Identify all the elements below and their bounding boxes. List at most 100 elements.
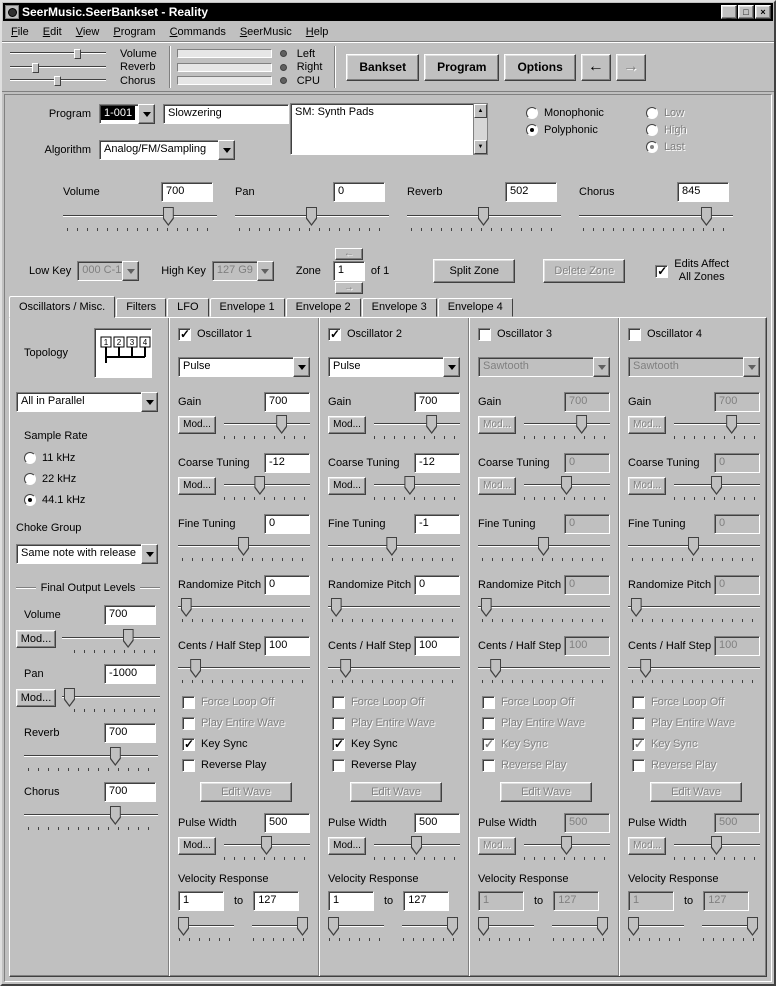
- combo-dropdown-icon[interactable]: [218, 140, 235, 160]
- slider-thumb[interactable]: [411, 836, 422, 855]
- back-arrow-button[interactable]: ←: [580, 53, 611, 81]
- slider-thumb[interactable]: [726, 415, 738, 434]
- oscillator-enable-checkbox[interactable]: Oscillator 4: [628, 328, 760, 341]
- monophonic-radio[interactable]: Monophonic: [526, 107, 604, 119]
- slider-thumb[interactable]: [386, 537, 398, 556]
- slider-thumb[interactable]: [404, 476, 416, 495]
- velocity-high-slider[interactable]: [702, 917, 758, 936]
- reverse-play-checkbox[interactable]: Reverse Play: [482, 759, 610, 772]
- chorus-slider[interactable]: [579, 207, 733, 226]
- slider-thumb[interactable]: [63, 688, 75, 707]
- slider-thumb[interactable]: [261, 836, 272, 855]
- randomize-pitch-slider[interactable]: [628, 598, 760, 617]
- pulse-width-input[interactable]: 500: [414, 813, 460, 833]
- volume-slider[interactable]: [63, 207, 217, 226]
- split-zone-button[interactable]: Split Zone: [433, 259, 516, 283]
- scroll-up-icon[interactable]: ▲: [474, 104, 487, 118]
- gain-mod-button[interactable]: Mod...: [328, 415, 366, 434]
- tab-envelope-1[interactable]: Envelope 1: [209, 298, 285, 317]
- oscillator-enable-checkbox[interactable]: Oscillator 2: [328, 327, 460, 341]
- master-volume-slider[interactable]: [10, 48, 106, 59]
- slider-thumb[interactable]: [490, 659, 502, 678]
- minimize-button[interactable]: _: [721, 5, 737, 19]
- slider-thumb[interactable]: [576, 415, 588, 434]
- reverse-play-checkbox[interactable]: Reverse Play: [632, 759, 760, 772]
- coarse-tuning-slider[interactable]: [224, 476, 310, 495]
- slider-thumb[interactable]: [447, 917, 458, 936]
- cents-per-half-step-slider[interactable]: [478, 659, 610, 678]
- slider-thumb[interactable]: [178, 917, 189, 936]
- chorus-input[interactable]: 845: [677, 182, 729, 202]
- cents-per-half-step-input[interactable]: 100: [414, 636, 460, 656]
- randomize-pitch-input[interactable]: 0: [564, 575, 610, 595]
- fine-tuning-slider[interactable]: [628, 537, 760, 556]
- checkbox-check-icon[interactable]: [332, 737, 345, 751]
- velocity-high-slider[interactable]: [252, 917, 308, 936]
- slider-thumb[interactable]: [478, 207, 489, 226]
- sample-rate-11khz-radio[interactable]: 11 kHz: [24, 452, 160, 464]
- coarse-tuning-input[interactable]: 0: [714, 453, 760, 473]
- slider-thumb[interactable]: [122, 629, 134, 648]
- coarse-tuning-mod-button[interactable]: Mod...: [328, 476, 366, 495]
- pan-slider[interactable]: [235, 207, 389, 226]
- randomize-pitch-input[interactable]: 0: [414, 575, 460, 595]
- gain-input[interactable]: 700: [714, 392, 760, 412]
- velocity-high-slider[interactable]: [552, 917, 608, 936]
- slider-thumb[interactable]: [238, 537, 249, 556]
- pulse-width-slider[interactable]: [674, 836, 760, 855]
- master-chorus-slider[interactable]: [10, 75, 106, 86]
- checkbox-check-icon[interactable]: [632, 759, 645, 772]
- description-scrollbar[interactable]: ▲ ▼: [473, 103, 488, 155]
- pulse-width-mod-button[interactable]: Mod...: [328, 836, 366, 855]
- pulse-width-mod-button[interactable]: Mod...: [178, 836, 216, 855]
- combo-dropdown-icon[interactable]: [443, 357, 460, 377]
- algorithm-combo[interactable]: Analog/FM/Sampling: [99, 140, 235, 160]
- velocity-high-input[interactable]: 127: [553, 891, 600, 911]
- velocity-low-slider[interactable]: [178, 917, 234, 936]
- output-volume-mod-button[interactable]: Mod...: [16, 629, 56, 648]
- slider-thumb[interactable]: [630, 598, 642, 617]
- waveform-combo[interactable]: Sawtooth: [628, 357, 760, 377]
- close-button[interactable]: ×: [755, 5, 771, 19]
- output-reverb-slider[interactable]: [24, 747, 158, 766]
- output-reverb-input[interactable]: 700: [104, 723, 156, 743]
- coarse-tuning-input[interactable]: -12: [264, 453, 310, 473]
- velocity-high-slider[interactable]: [402, 917, 458, 936]
- pulse-width-input[interactable]: 500: [714, 813, 760, 833]
- checkbox-check-icon[interactable]: [632, 737, 645, 751]
- checkbox-check-icon[interactable]: [182, 759, 195, 772]
- velocity-low-slider[interactable]: [478, 917, 534, 936]
- topology-mode-combo[interactable]: All in Parallel: [16, 392, 158, 412]
- pulse-width-mod-button[interactable]: Mod...: [478, 836, 516, 855]
- sample-rate-22khz-radio[interactable]: 22 kHz: [24, 473, 160, 485]
- checkbox-check-icon[interactable]: [482, 737, 495, 751]
- coarse-tuning-input[interactable]: -12: [414, 453, 460, 473]
- fine-tuning-input[interactable]: 0: [264, 514, 310, 534]
- checkbox-check-icon[interactable]: [628, 328, 641, 341]
- combo-dropdown-icon[interactable]: [593, 357, 610, 377]
- slider-thumb[interactable]: [747, 917, 758, 936]
- master-reverb-slider[interactable]: [10, 62, 106, 73]
- slider-thumb[interactable]: [276, 415, 288, 434]
- menu-commands[interactable]: Commands: [169, 25, 226, 38]
- slider-thumb[interactable]: [628, 917, 639, 936]
- pulse-width-slider[interactable]: [524, 836, 610, 855]
- menu-view[interactable]: View: [75, 25, 100, 38]
- checkbox-check-icon[interactable]: [328, 327, 341, 341]
- reverse-play-checkbox[interactable]: Reverse Play: [182, 759, 310, 772]
- slider-thumb[interactable]: [109, 747, 121, 766]
- gain-mod-button[interactable]: Mod...: [628, 415, 666, 434]
- menu-file[interactable]: File: [11, 25, 29, 38]
- checkbox-check-icon[interactable]: [178, 327, 191, 341]
- velocity-high-input[interactable]: 127: [403, 891, 450, 911]
- cents-per-half-step-input[interactable]: 100: [264, 636, 310, 656]
- choke-group-combo[interactable]: Same note with release: [16, 544, 158, 564]
- gain-mod-button[interactable]: Mod...: [478, 415, 516, 434]
- output-pan-input[interactable]: -1000: [104, 664, 156, 684]
- combo-dropdown-icon[interactable]: [141, 544, 158, 564]
- fine-tuning-input[interactable]: 0: [564, 514, 610, 534]
- output-chorus-slider[interactable]: [24, 806, 158, 825]
- fine-tuning-slider[interactable]: [178, 537, 310, 556]
- randomize-pitch-slider[interactable]: [178, 598, 310, 617]
- tab-envelope-2[interactable]: Envelope 2: [285, 298, 361, 317]
